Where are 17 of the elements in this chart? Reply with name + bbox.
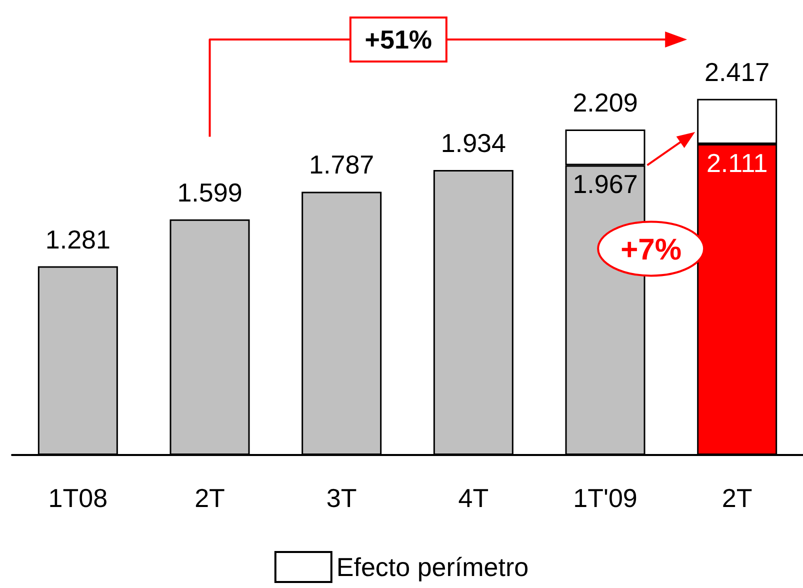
- total-label: 2.417: [704, 56, 770, 87]
- data-label: 1.787: [309, 150, 374, 180]
- x-tick-label: 2T: [194, 483, 226, 513]
- data-label: 1.281: [45, 224, 110, 254]
- x-tick-label: 2T: [722, 483, 752, 513]
- data-label: 1.934: [440, 128, 506, 158]
- x-tick-label: 1T08: [48, 483, 108, 513]
- annotation: +51%: [364, 24, 432, 55]
- annotation: +7%: [620, 234, 682, 267]
- data-label: 1.599: [177, 177, 242, 208]
- x-tick-label: 1T'09: [573, 483, 638, 513]
- x-tick-label: 3T: [326, 483, 357, 513]
- legend-label: Efecto perímetro: [336, 552, 529, 582]
- data-label: 2.111: [706, 148, 768, 178]
- total-label: 2.209: [572, 88, 638, 118]
- data-label: 1.967: [572, 169, 638, 200]
- x-tick-label: 4T: [458, 483, 489, 513]
